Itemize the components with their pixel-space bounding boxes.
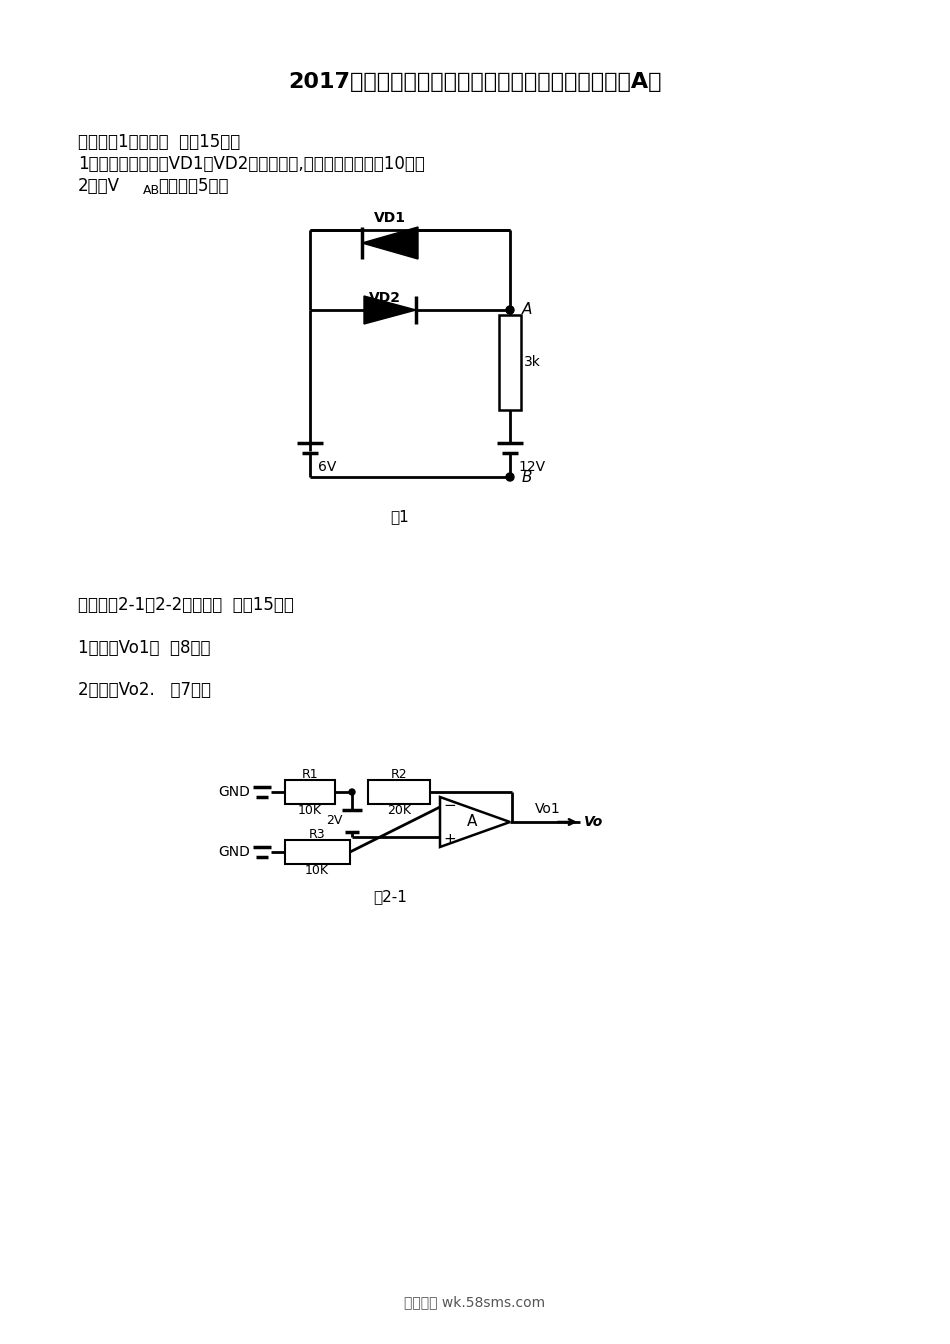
Text: 20K: 20K: [387, 804, 411, 817]
Circle shape: [506, 473, 514, 481]
Text: 1）判断理想二极管VD1和VD2的导通状态,写出判断依据；（10分）: 1）判断理想二极管VD1和VD2的导通状态,写出判断依据；（10分）: [78, 155, 425, 173]
Text: A: A: [466, 814, 477, 829]
FancyBboxPatch shape: [499, 314, 521, 410]
Text: 图2-1: 图2-1: [373, 890, 407, 905]
Polygon shape: [440, 797, 510, 847]
Text: 的值。（5分）: 的值。（5分）: [158, 177, 229, 195]
Text: 12V: 12V: [518, 460, 545, 474]
Polygon shape: [362, 227, 418, 259]
Circle shape: [506, 306, 514, 314]
FancyBboxPatch shape: [285, 840, 350, 864]
Text: Vo: Vo: [584, 814, 603, 829]
Text: 一、如图1所示电路  （共15分）: 一、如图1所示电路 （共15分）: [78, 133, 240, 151]
Text: 1）试求Vo1；  （8分）: 1）试求Vo1； （8分）: [78, 638, 211, 657]
Text: +: +: [444, 832, 456, 847]
Polygon shape: [364, 296, 416, 324]
Text: 2）求V: 2）求V: [78, 177, 120, 195]
Text: GND: GND: [218, 785, 250, 798]
Text: A: A: [522, 302, 532, 317]
Text: R3: R3: [309, 828, 325, 840]
Text: 3k: 3k: [524, 355, 541, 370]
Text: B: B: [522, 469, 533, 484]
Text: VD1: VD1: [374, 211, 406, 224]
Text: 五八文库 wk.58sms.com: 五八文库 wk.58sms.com: [405, 1296, 545, 1309]
Text: 2017年重庆理工大学生物医学电子技术综合考研真题A卷: 2017年重庆理工大学生物医学电子技术综合考研真题A卷: [288, 73, 662, 91]
Text: 6V: 6V: [318, 460, 336, 474]
Text: −: −: [444, 797, 456, 813]
Circle shape: [349, 789, 355, 796]
FancyBboxPatch shape: [285, 780, 335, 804]
FancyBboxPatch shape: [368, 780, 430, 804]
Text: AB: AB: [143, 184, 161, 198]
Text: R1: R1: [302, 767, 318, 781]
Text: Vo1: Vo1: [535, 802, 560, 816]
Text: 二、如图2-1和2-2所示电路  （共15分）: 二、如图2-1和2-2所示电路 （共15分）: [78, 595, 294, 614]
Text: VD2: VD2: [369, 292, 401, 305]
Text: 2）试求Vo2.   （7分）: 2）试求Vo2. （7分）: [78, 681, 211, 699]
Text: GND: GND: [218, 845, 250, 859]
Text: 10K: 10K: [305, 863, 329, 876]
Text: 2V: 2V: [326, 814, 342, 828]
Text: 图1: 图1: [390, 509, 409, 524]
Text: 10K: 10K: [298, 804, 322, 817]
Text: R2: R2: [390, 767, 408, 781]
